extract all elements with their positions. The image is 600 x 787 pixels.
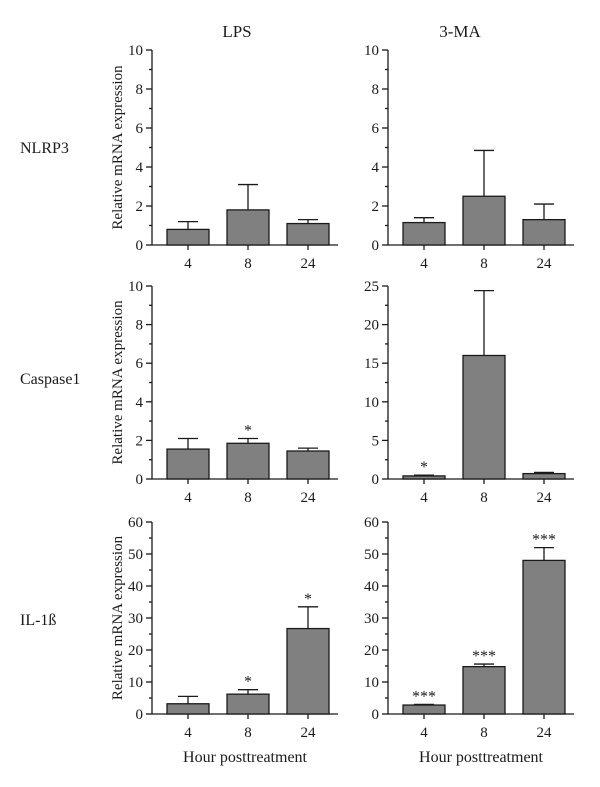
bar-24 [522, 472, 566, 480]
bar-8 [462, 354, 506, 480]
significance-mark: * [244, 422, 252, 439]
y-tick-label: 6 [136, 356, 144, 372]
y-tick-label: 6 [136, 121, 144, 137]
bar-4 [402, 704, 446, 715]
x-tick-label: 24 [537, 725, 553, 741]
y-tick-label: 60 [364, 515, 379, 531]
y-tick-label: 20 [128, 643, 143, 659]
y-tick-label: 0 [372, 238, 380, 254]
y-tick-label: 8 [372, 82, 380, 98]
x-axis-label: Hour posttreatment [419, 749, 544, 766]
y-tick-label: 4 [136, 160, 144, 176]
x-tick-label: 4 [184, 490, 192, 506]
bar-24 [286, 450, 330, 480]
chart-panel-4: 0 5 10 15 20 25 4 * 8 24 [364, 279, 574, 506]
y-tick-label: 60 [128, 515, 143, 531]
bar-4 [166, 448, 210, 480]
x-tick-label: 8 [244, 725, 252, 741]
chart-panel-6: 0 10 20 30 40 50 60 4 *** 8 *** 24 *** Hour posttreat… [364, 515, 574, 766]
x-tick-label: 4 [420, 490, 428, 506]
bar-24 [286, 627, 330, 715]
y-tick-label: 10 [364, 43, 379, 59]
x-tick-label: 24 [301, 490, 317, 506]
y-tick-label: 10 [364, 395, 379, 411]
y-tick-label: 50 [128, 547, 143, 563]
bar-4 [402, 475, 446, 480]
y-tick-label: 0 [136, 707, 144, 723]
y-tick-label: 0 [136, 238, 144, 254]
x-tick-label: 8 [244, 490, 252, 506]
significance-mark: * [420, 459, 428, 476]
row-label-nlrp3: NLRP3 [20, 140, 69, 157]
y-tick-label: 0 [372, 472, 380, 488]
bar-8 [462, 665, 506, 715]
y-tick-label: 10 [128, 279, 143, 295]
y-tick-label: 40 [128, 579, 143, 595]
y-tick-label: 4 [372, 160, 380, 176]
x-tick-label: 4 [184, 725, 192, 741]
x-tick-label: 4 [420, 725, 428, 741]
significance-mark: * [304, 591, 312, 608]
y-tick-label: 0 [136, 472, 144, 488]
y-tick-label: 15 [364, 356, 379, 372]
bar-8 [226, 442, 270, 480]
y-tick-label: 2 [136, 199, 144, 215]
significance-mark: *** [472, 648, 496, 665]
x-tick-label: 4 [420, 256, 428, 272]
bar-8 [226, 209, 270, 246]
x-tick-label: 24 [301, 725, 317, 741]
x-tick-label: 8 [480, 256, 488, 272]
y-tick-label: 8 [136, 82, 144, 98]
y-tick-label: 20 [364, 643, 379, 659]
x-tick-label: 24 [301, 256, 317, 272]
y-tick-label: 40 [364, 579, 379, 595]
bar-4 [166, 228, 210, 246]
y-tick-label: 4 [136, 395, 144, 411]
bar-24 [286, 222, 330, 246]
column-title-lps: LPS [222, 22, 251, 41]
y-tick-label: 20 [364, 318, 379, 334]
bar-24 [522, 559, 566, 715]
chart-panel-5: 0 10 20 30 40 50 60 4 8 * 24 * Relative mRNA express… [110, 515, 338, 766]
x-tick-label: 24 [537, 490, 553, 506]
x-tick-label: 8 [480, 725, 488, 741]
y-tick-label: 30 [128, 611, 143, 627]
y-tick-label: 10 [128, 43, 143, 59]
y-tick-label: 0 [372, 707, 380, 723]
y-axis-label: Relative mRNA expression [110, 535, 126, 700]
y-axis-label: Relative mRNA expression [110, 65, 126, 230]
bar-8 [226, 693, 270, 715]
bar-4 [166, 703, 210, 715]
y-tick-label: 5 [372, 433, 380, 449]
x-axis-label: Hour posttreatment [183, 749, 308, 766]
y-axis-label: Relative mRNA expression [110, 300, 126, 465]
column-title-3ma: 3-MA [439, 22, 481, 41]
x-tick-label: 8 [244, 256, 252, 272]
y-tick-label: 30 [364, 611, 379, 627]
row-label-il1b: IL-1ß [20, 612, 56, 629]
y-tick-label: 10 [364, 675, 379, 691]
y-tick-label: 10 [128, 675, 143, 691]
x-tick-label: 24 [537, 256, 553, 272]
significance-mark: *** [532, 532, 556, 549]
significance-mark: * [244, 674, 252, 691]
y-tick-label: 8 [136, 318, 144, 334]
y-tick-label: 2 [372, 199, 380, 215]
y-tick-label: 6 [372, 121, 380, 137]
y-tick-label: 50 [364, 547, 379, 563]
x-tick-label: 8 [480, 490, 488, 506]
y-tick-label: 2 [136, 433, 144, 449]
bar-4 [402, 221, 446, 246]
x-tick-label: 4 [184, 256, 192, 272]
bar-8 [462, 195, 506, 246]
y-tick-label: 25 [364, 279, 379, 295]
bar-24 [522, 218, 566, 246]
significance-mark: *** [412, 688, 436, 705]
row-label-caspase1: Caspase1 [20, 371, 80, 388]
